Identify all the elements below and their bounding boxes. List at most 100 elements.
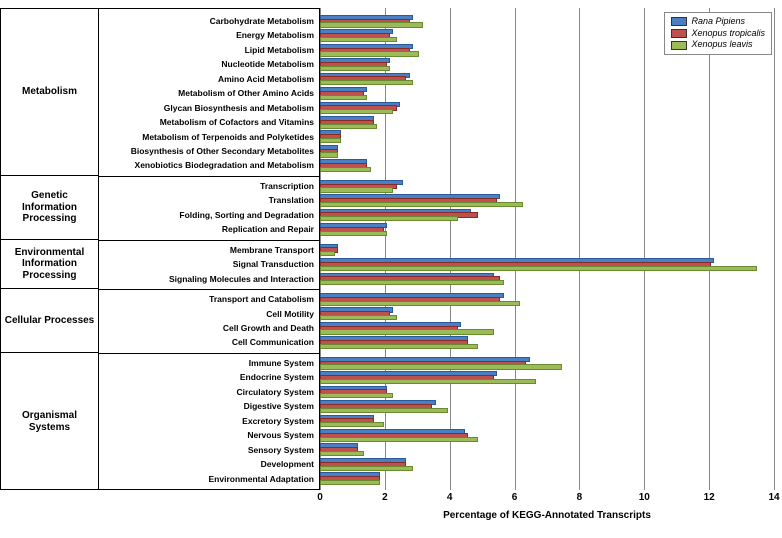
group-label: Organismal Systems	[1, 353, 98, 491]
category-axis: Carbohydrate MetabolismEnergy Metabolism…	[98, 8, 320, 490]
bar	[320, 80, 413, 85]
group-label: Environmental Information Processing	[1, 240, 98, 289]
legend: Rana PipiensXenopus tropicalisXenopus le…	[664, 12, 772, 55]
bar	[320, 138, 341, 143]
gridline	[644, 8, 645, 490]
bar	[320, 95, 367, 100]
category-label: Metabolism of Other Amino Acids	[99, 86, 319, 100]
category-label: Metabolism of Cofactors and Vitamins	[99, 115, 319, 129]
category-label: Amino Acid Metabolism	[99, 72, 319, 86]
category-label: Cell Motility	[99, 307, 319, 321]
bar	[320, 51, 419, 56]
bar	[320, 231, 387, 236]
legend-swatch	[671, 17, 687, 26]
legend-item: Rana Pipiens	[671, 16, 765, 28]
bar	[320, 451, 364, 456]
bar	[320, 393, 393, 398]
legend-label: Rana Pipiens	[691, 16, 745, 28]
category-label: Membrane Transport	[99, 243, 319, 257]
bar	[320, 66, 390, 71]
category-label: Biosynthesis of Other Secondary Metaboli…	[99, 144, 319, 158]
group-separator	[99, 353, 319, 354]
legend-swatch	[671, 29, 687, 38]
category-label: Circulatory System	[99, 385, 319, 399]
bar	[320, 315, 397, 320]
group-axis: MetabolismGenetic Information Processing…	[0, 8, 98, 490]
bar	[320, 216, 458, 221]
bar	[320, 22, 423, 27]
category-label: Transport and Catabolism	[99, 292, 319, 306]
bar	[320, 422, 384, 427]
category-label: Glycan Biosynthesis and Metabolism	[99, 101, 319, 115]
bar	[320, 251, 335, 256]
x-tick-label: 12	[704, 492, 715, 503]
bar	[320, 379, 536, 384]
bar	[320, 167, 371, 172]
bar	[320, 437, 478, 442]
bar	[320, 152, 338, 157]
category-label: Endocrine System	[99, 370, 319, 384]
legend-swatch	[671, 41, 687, 50]
bar	[320, 466, 413, 471]
bar	[320, 280, 504, 285]
x-axis-label: Percentage of KEGG-Annotated Transcripts	[320, 510, 774, 521]
category-label: Xenobiotics Biodegradation and Metabolis…	[99, 159, 319, 173]
category-label: Signaling Molecules and Interaction	[99, 272, 319, 286]
chart-container: MetabolismGenetic Information Processing…	[0, 0, 782, 538]
category-label: Digestive System	[99, 399, 319, 413]
x-tick-label: 10	[639, 492, 650, 503]
category-label: Transcription	[99, 179, 319, 193]
category-label: Environmental Adaptation	[99, 472, 319, 486]
category-label: Replication and Repair	[99, 222, 319, 236]
x-ticks: 02468101214	[320, 492, 774, 506]
legend-label: Xenopus tropicalis	[691, 28, 765, 40]
category-label: Metabolism of Terpenoids and Polyketides	[99, 130, 319, 144]
group-label: Genetic Information Processing	[1, 176, 98, 240]
category-label: Translation	[99, 193, 319, 207]
group-label: Cellular Processes	[1, 289, 98, 353]
bar	[320, 408, 448, 413]
legend-item: Xenopus tropicalis	[671, 28, 765, 40]
plot-area	[320, 8, 774, 490]
category-label: Cell Growth and Death	[99, 321, 319, 335]
gridline	[450, 8, 451, 490]
gridline	[579, 8, 580, 490]
bar	[320, 37, 397, 42]
bar	[320, 124, 377, 129]
x-tick-label: 14	[768, 492, 779, 503]
category-label: Excretory System	[99, 414, 319, 428]
gridline	[774, 8, 775, 490]
category-label: Nucleotide Metabolism	[99, 57, 319, 71]
category-label: Immune System	[99, 356, 319, 370]
bar	[320, 187, 393, 192]
category-label: Sensory System	[99, 443, 319, 457]
category-label: Development	[99, 457, 319, 471]
x-tick-label: 2	[382, 492, 388, 503]
legend-item: Xenopus leavis	[671, 39, 765, 51]
category-label: Folding, Sorting and Degradation	[99, 208, 319, 222]
category-label: Lipid Metabolism	[99, 43, 319, 57]
x-tick-label: 6	[512, 492, 518, 503]
group-separator	[99, 176, 319, 177]
group-separator	[99, 289, 319, 290]
x-tick-label: 0	[317, 492, 323, 503]
bar	[320, 480, 380, 485]
gridline	[709, 8, 710, 490]
category-label: Carbohydrate Metabolism	[99, 14, 319, 28]
group-separator	[99, 240, 319, 241]
bar	[320, 202, 523, 207]
category-label: Nervous System	[99, 428, 319, 442]
bar	[320, 301, 520, 306]
legend-label: Xenopus leavis	[691, 39, 752, 51]
bar	[320, 329, 494, 334]
category-label: Cell Communication	[99, 335, 319, 349]
x-tick-label: 4	[447, 492, 453, 503]
category-label: Signal Transduction	[99, 257, 319, 271]
category-label: Energy Metabolism	[99, 28, 319, 42]
group-label: Metabolism	[1, 9, 98, 176]
x-tick-label: 8	[577, 492, 583, 503]
bar	[320, 109, 393, 114]
bar	[320, 344, 478, 349]
bar	[320, 266, 757, 271]
gridline	[515, 8, 516, 490]
